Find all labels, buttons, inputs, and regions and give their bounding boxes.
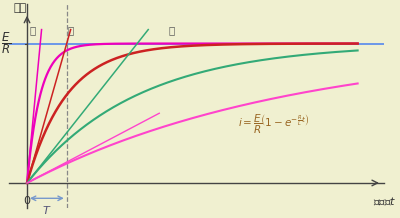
Text: $\dfrac{E}{R}$: $\dfrac{E}{R}$ [1,31,11,56]
Text: ロ: ロ [29,25,36,35]
Text: 0: 0 [24,196,30,206]
Text: $T$: $T$ [42,204,52,216]
Text: イ: イ [68,25,74,35]
Text: 時間　$t$: 時間 $t$ [373,196,397,208]
Text: 電流: 電流 [14,3,27,13]
Text: $i=\dfrac{E}{R}\!\left(1-e^{-\frac{R}{L}t}\right)$: $i=\dfrac{E}{R}\!\left(1-e^{-\frac{R}{L}… [238,113,310,136]
Text: ハ: ハ [168,25,174,35]
